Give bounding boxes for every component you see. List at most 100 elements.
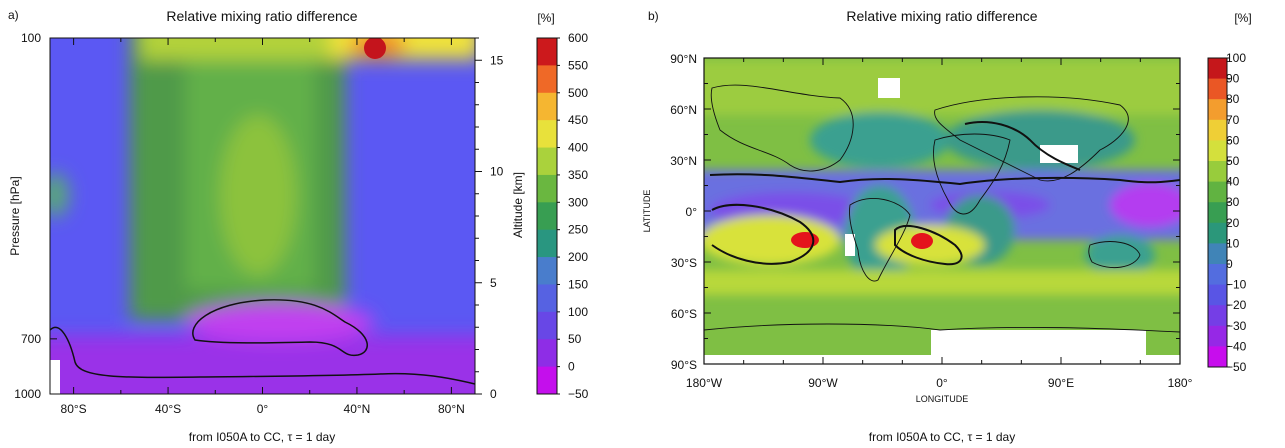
- colorbar-tick-label: 20: [1226, 216, 1240, 230]
- colorbar-tick-label: 500: [568, 86, 588, 100]
- panel-a-label: a): [8, 8, 19, 22]
- colorbar-tick-label: 200: [568, 250, 588, 264]
- panel-b-x-tick-label: 90°W: [808, 376, 838, 390]
- colorbar-tick-label: 50: [568, 332, 582, 346]
- panel-b: b) Relative mixing ratio difference [%]: [642, 8, 1252, 444]
- colorbar-swatch: [1208, 99, 1227, 121]
- colorbar-tick-label: −10: [1226, 278, 1247, 292]
- panel-a-xlabel: from I050A to CC, τ = 1 day: [189, 430, 335, 444]
- panel-a-contour-enclosed: [192, 299, 368, 357]
- panel-b-x-tick-label: 180°W: [686, 376, 723, 390]
- colorbar-swatch: [537, 257, 557, 285]
- colorbar-tick-label: −50: [1226, 360, 1247, 374]
- colorbar-tick-label: 0: [568, 360, 575, 374]
- colorbar-swatch: [1208, 119, 1227, 141]
- colorbar-swatch: [537, 38, 557, 66]
- colorbar-swatch: [1208, 202, 1227, 224]
- panel-b-title: Relative mixing ratio difference: [846, 8, 1037, 24]
- panel-b-y-tick-label: 0°: [686, 205, 698, 219]
- panel-a-y2label: Altitude [km]: [511, 172, 525, 238]
- panel-a-field: [50, 38, 475, 394]
- colorbar-swatch: [537, 339, 557, 368]
- colorbar-swatch: [537, 311, 557, 340]
- panel-a-x-tick-label: 0°: [257, 402, 269, 416]
- panel-b-x-tick-label: 90°E: [1048, 376, 1074, 390]
- colorbar-swatch: [537, 65, 557, 94]
- panel-a-x-tick-label: 80°N: [438, 402, 465, 416]
- colorbar-tick-label: 100: [1226, 51, 1246, 65]
- colorbar-swatch: [537, 120, 557, 148]
- colorbar-tick-label: 10: [1226, 236, 1240, 250]
- colorbar-swatch: [1208, 222, 1227, 244]
- colorbar-tick-label: −40: [1226, 339, 1247, 353]
- colorbar-tick-label: 550: [568, 58, 588, 72]
- colorbar-tick-label: −50: [568, 387, 589, 401]
- panel-a-unit: [%]: [537, 11, 554, 25]
- colorbar-tick-label: 450: [568, 113, 588, 127]
- colorbar-swatch: [1208, 305, 1227, 327]
- colorbar-swatch: [537, 229, 557, 258]
- zero-contours: [709, 120, 1180, 266]
- colorbar-tick-label: 40: [1226, 175, 1240, 189]
- panel-a-y2-tick-label: 15: [490, 53, 504, 67]
- colorbar-swatch: [537, 202, 557, 231]
- panel-b-y-tick-label: 90°S: [671, 358, 697, 372]
- colorbar-tick-label: 350: [568, 168, 588, 182]
- colorbar-swatch: [1208, 325, 1227, 347]
- colorbar-swatch: [1208, 58, 1227, 79]
- colorbar-swatch: [537, 174, 557, 203]
- panel-a-y2-tick-label: 5: [490, 276, 497, 290]
- panel-b-y-tick-label: 30°N: [670, 154, 697, 168]
- colorbar-swatch: [1208, 161, 1227, 182]
- panel-b-y-tick-label: 30°S: [671, 256, 697, 270]
- panel-b-y-tick-label: 60°S: [671, 307, 697, 321]
- panel-a-y-tick-label: 1000: [14, 387, 41, 401]
- colorbar-tick-label: 50: [1226, 154, 1240, 168]
- colorbar-tick-label: 100: [568, 305, 588, 319]
- colorbar-swatch: [1208, 181, 1227, 203]
- colorbar-swatch: [1208, 264, 1227, 285]
- panel-a-axes: 80°S 40°S 0° 40°N 80°N 100 700 1000 0 5 10 15: [14, 31, 503, 416]
- colorbar-tick-label: 400: [568, 141, 588, 155]
- colorbar-swatch: [1208, 243, 1227, 265]
- colorbar-tick-label: 250: [568, 223, 588, 237]
- colorbar-tick-label: 30: [1226, 195, 1240, 209]
- coastlines: [704, 84, 1180, 333]
- panel-a-y2-tick-label: 10: [490, 165, 504, 179]
- panel-a: a) Relative mixing ratio difference [%] …: [8, 8, 589, 444]
- panel-a-x-tick-label: 40°N: [344, 402, 371, 416]
- panel-a-y-tick-label: 700: [21, 332, 41, 346]
- colorbar-tick-label: 80: [1226, 92, 1240, 106]
- panel-a-y-tick-label: 100: [21, 31, 41, 45]
- colorbar-swatch: [537, 366, 557, 395]
- panel-b-unit: [%]: [1234, 11, 1251, 25]
- panel-b-y-tick-label: 90°N: [670, 52, 697, 66]
- colorbar-swatch: [1208, 140, 1227, 162]
- colorbar-swatch: [1208, 284, 1227, 306]
- colorbar-tick-label: −20: [1226, 298, 1247, 312]
- panel-a-ylabel: Pressure [hPa]: [8, 176, 22, 255]
- colorbar-swatch: [537, 147, 557, 176]
- colorbar-tick-label: 60: [1226, 133, 1240, 147]
- panel-b-xlabel: LONGITUDE: [916, 394, 969, 404]
- panel-b-x-tick-label: 180°: [1168, 376, 1193, 390]
- colorbar-swatch: [1208, 78, 1227, 100]
- colorbar-tick-label: 70: [1226, 113, 1240, 127]
- colorbar-frame: [1207, 57, 1228, 368]
- panel-b-x-tick-label: 0°: [936, 376, 948, 390]
- colorbar-swatch: [537, 92, 557, 121]
- panel-a-y2-tick-label: 0: [490, 387, 497, 401]
- colorbar-swatch: [537, 284, 557, 313]
- panel-b-label: b): [648, 9, 659, 23]
- panel-b-map: [704, 58, 1180, 364]
- colorbar-tick-label: 0: [1226, 257, 1233, 271]
- colorbar-tick-label: 150: [568, 277, 588, 291]
- panel-a-title: Relative mixing ratio difference: [166, 8, 357, 24]
- colorbar-tick-label: 600: [568, 31, 588, 45]
- panel-a-x-tick-label: 80°S: [61, 402, 87, 416]
- panel-b-y-tick-label: 60°N: [670, 103, 697, 117]
- panel-b-axes: 180°W 90°W 0° 90°E 180° 90°N 60°N 30°N 0° 30°S 60°…: [670, 52, 1192, 390]
